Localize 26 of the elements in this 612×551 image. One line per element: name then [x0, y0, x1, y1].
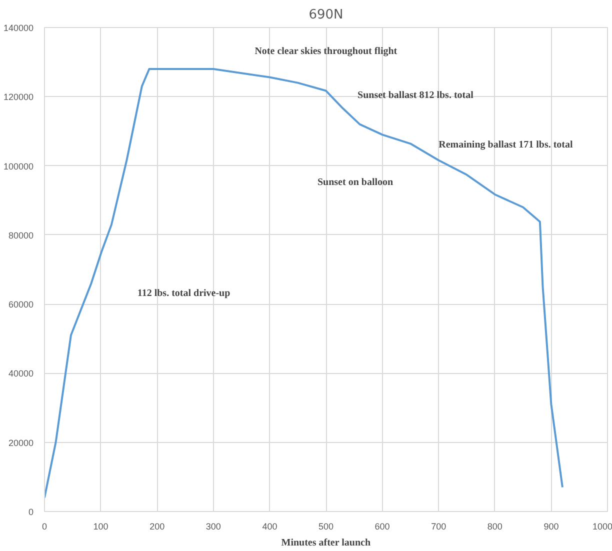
x-tick-label: 300	[206, 522, 221, 532]
annotation: Note clear skies throughout flight	[254, 46, 398, 58]
annotation: 112 lbs. total drive-up	[137, 288, 231, 300]
y-tick-label: 100000	[3, 161, 34, 172]
x-tick-label: 800	[487, 522, 502, 532]
y-tick-label: 120000	[3, 92, 34, 102]
x-tick-label: 400	[262, 522, 278, 532]
y-tick-label: 140000	[3, 23, 34, 33]
y-tick-label: 0	[28, 507, 34, 517]
x-tick-label: 900	[544, 522, 559, 532]
annotation: Remaining ballast 171 lbs. total	[438, 140, 573, 151]
x-tick-label: 100	[93, 522, 108, 532]
x-tick-label: 200	[150, 522, 165, 532]
x-tick-label: 500	[318, 522, 334, 532]
y-tick-label: 80000	[8, 230, 34, 240]
y-tick-label: 40000	[8, 368, 34, 379]
chart-title: 690N	[308, 8, 344, 22]
x-tick-label: 600	[374, 522, 390, 532]
x-tick-label: 1000	[592, 522, 612, 532]
annotation: Sunset on balloon	[317, 176, 394, 188]
y-tick-label: 20000	[8, 438, 34, 448]
x-tick-label: 700	[431, 522, 446, 532]
x-axis-title: Minutes after launch	[281, 538, 371, 548]
annotation: Sunset ballast 812 lbs. total	[358, 90, 474, 101]
x-tick-label: 0	[42, 522, 48, 532]
y-tick-label: 60000	[8, 300, 34, 310]
